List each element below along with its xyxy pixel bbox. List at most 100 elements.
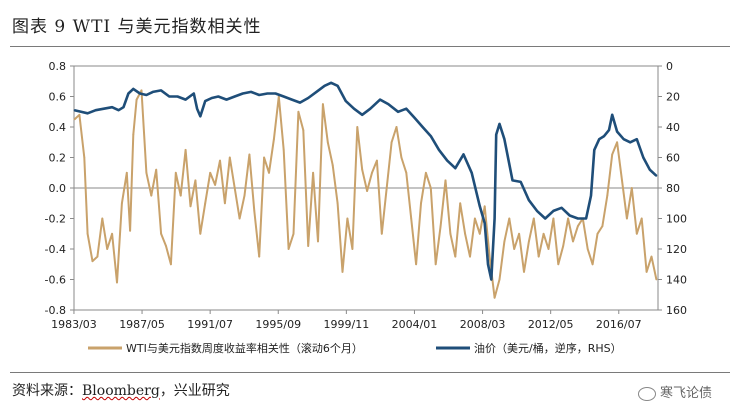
correlation-point [307, 245, 310, 247]
oil-point [152, 91, 154, 93]
correlation-point [204, 202, 207, 205]
correlation-point [91, 260, 94, 263]
correlation-point [297, 110, 300, 113]
oil-point [369, 107, 372, 110]
oil-point [655, 174, 658, 177]
oil-point [379, 98, 381, 101]
correlation-point [469, 255, 471, 258]
oil-point [266, 92, 269, 95]
left-tick-label: 0.2 [49, 152, 67, 165]
correlation-point [449, 232, 452, 235]
correlation-point [429, 187, 432, 189]
oil-point [446, 159, 449, 162]
correlation-point [415, 263, 417, 266]
oil-point [577, 217, 579, 220]
oil-point [80, 110, 82, 113]
correlation-point [189, 205, 192, 208]
correlation-point [86, 232, 89, 235]
oil-point [635, 138, 638, 141]
legend: WTI与美元指数周度收益率相关性（滚动6个月） 油价（美元/桶，逆序，RHS） [88, 341, 622, 355]
correlation-point [439, 225, 442, 228]
oil-point [117, 109, 120, 112]
correlation-point [454, 255, 457, 258]
correlation-point [537, 255, 540, 258]
correlation-point [508, 217, 511, 220]
oil-point [344, 100, 347, 102]
correlation-point [125, 171, 128, 174]
correlation-point [273, 138, 275, 141]
oil-point [160, 89, 163, 92]
oil-point [336, 84, 339, 87]
oil-point [274, 92, 277, 95]
oil-point [616, 130, 618, 133]
correlation-point [73, 118, 76, 121]
correlation-point [577, 225, 579, 228]
correlation-point [611, 153, 614, 156]
wechat-icon [637, 386, 656, 401]
oil-point [184, 98, 187, 101]
correlation-point [326, 141, 329, 144]
correlation-point [150, 194, 153, 197]
left-tick-label: 0.8 [49, 60, 67, 73]
x-tick-label: 1987/05 [119, 318, 165, 331]
correlation-point [532, 217, 535, 220]
oil-point [483, 222, 486, 225]
oil-point [511, 179, 514, 182]
correlation-point [322, 103, 324, 105]
correlation-point [179, 194, 182, 197]
oil-point [330, 81, 332, 84]
top-rule [10, 46, 730, 47]
oil-point [204, 100, 207, 102]
correlation-point [238, 217, 241, 220]
correlation-point [228, 156, 231, 159]
left-tick-label: 0.6 [49, 91, 67, 104]
oil-point [429, 135, 432, 138]
correlation-point [96, 255, 99, 258]
correlation-point [503, 240, 506, 243]
correlation-point [174, 171, 177, 174]
oil-point [603, 135, 605, 138]
right-tick-label: 100 [666, 213, 687, 226]
left-tick-label: -0.4 [45, 243, 66, 256]
correlation-point [518, 232, 520, 235]
oil-point [498, 123, 501, 125]
correlation-point [312, 171, 314, 174]
correlation-point [233, 187, 236, 189]
bottom-rule [10, 372, 730, 373]
x-tick-label: 2012/05 [528, 318, 574, 331]
correlation-point [258, 255, 261, 258]
left-tick-label: 0.0 [49, 182, 67, 195]
correlation-point [194, 179, 197, 182]
oil-point [225, 98, 228, 101]
correlation-point [111, 232, 113, 235]
x-axis-ticks: 1983/03 1987/05 1991/07 1995/09 1999/11 2004/… [51, 310, 642, 331]
oil-point [139, 92, 141, 95]
oil-point [323, 84, 326, 87]
oil-point [176, 95, 179, 98]
oil-point [487, 263, 489, 266]
correlation-point [224, 202, 226, 205]
source-brand: Bloomberg [82, 383, 160, 399]
oil-point [560, 206, 563, 209]
watermark: 寒飞论债 [637, 382, 712, 401]
oil-point [421, 126, 424, 128]
correlation-point [356, 126, 359, 128]
correlation-point [346, 217, 349, 220]
right-tick-label: 80 [666, 182, 680, 195]
correlation-point [83, 156, 86, 159]
oil-point [590, 194, 592, 197]
oil-point [552, 210, 555, 212]
correlation-point [572, 240, 574, 243]
source-suffix: ，兴业研究 [159, 383, 230, 399]
correlation-point [302, 129, 305, 132]
correlation-point [380, 232, 383, 235]
correlation-point [184, 149, 187, 151]
oil-point [438, 149, 440, 151]
oil-point [503, 138, 506, 141]
oil-point [199, 115, 202, 118]
x-tick-label: 2016/07 [596, 318, 642, 331]
correlation-point [567, 217, 569, 220]
correlation-point [371, 171, 373, 174]
oil-point [462, 153, 465, 156]
